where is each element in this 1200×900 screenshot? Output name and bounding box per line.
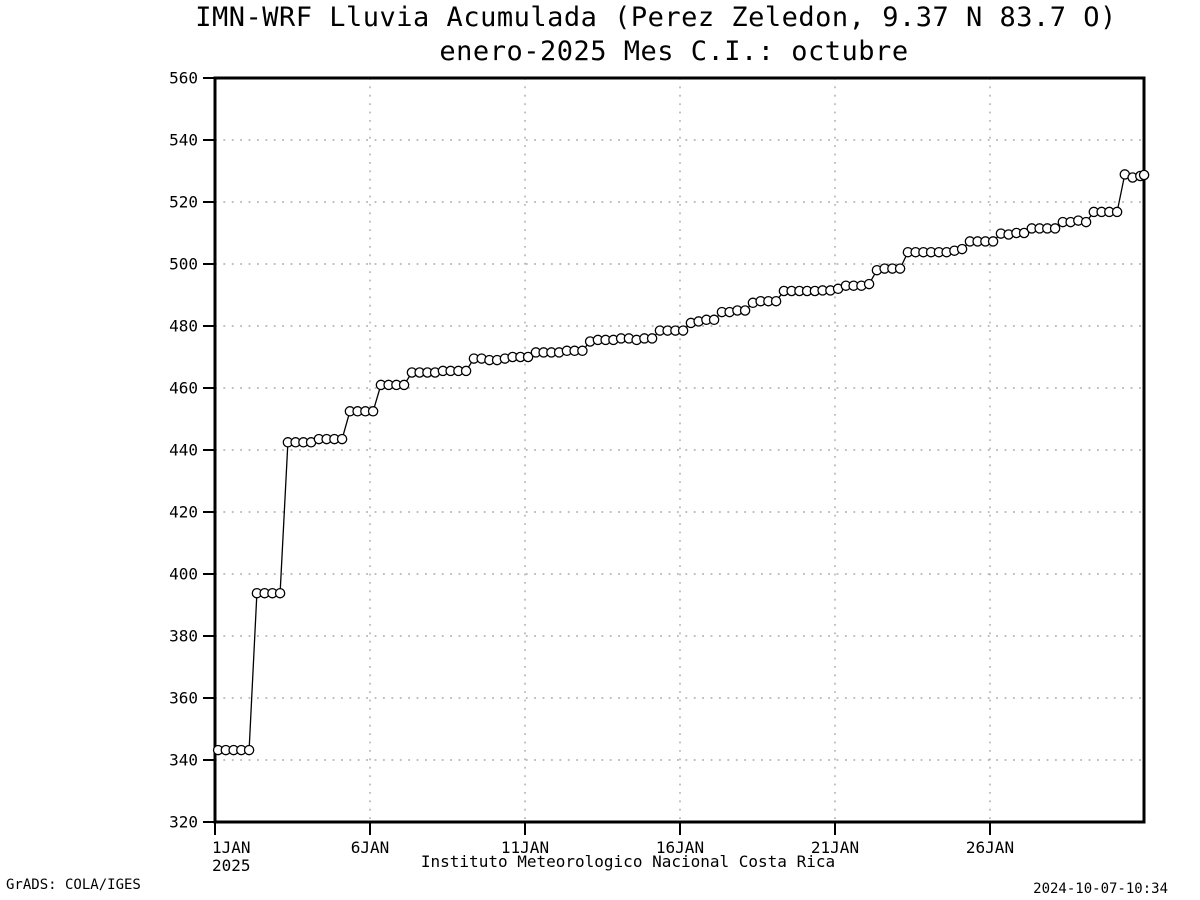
data-point <box>460 365 472 377</box>
y-tick-label: 400 <box>169 565 198 584</box>
chart-title: IMN-WRF Lluvia Acumulada (Perez Zeledon,… <box>195 2 1117 33</box>
y-tick-label: 320 <box>169 813 198 832</box>
data-point <box>1049 223 1061 234</box>
data-point <box>274 587 286 599</box>
data-point <box>1111 206 1123 218</box>
y-tick-label: 540 <box>169 131 198 150</box>
data-point <box>336 433 348 445</box>
data-point <box>522 351 534 363</box>
timestamp-label: 2024-10-07-10:34 <box>1033 881 1168 897</box>
y-tick-label: 440 <box>169 441 198 460</box>
y-tick-label: 560 <box>169 69 198 88</box>
data-point <box>1138 169 1150 181</box>
chart-subtitle: enero-2025 Mes C.I.: octubre <box>439 36 909 67</box>
x-tick-label: 21JAN <box>811 838 859 857</box>
data-point <box>739 305 751 316</box>
y-tick-label: 380 <box>169 627 198 646</box>
data-point <box>708 314 720 326</box>
grads-credit-label: GrADS: COLA/IGES <box>6 877 141 893</box>
data-point <box>367 406 379 417</box>
data-point <box>646 333 658 344</box>
data-point <box>677 325 689 336</box>
data-point <box>398 379 410 391</box>
y-tick-label: 520 <box>169 193 198 212</box>
x-tick-label: 26JAN <box>966 838 1014 857</box>
data-point <box>894 263 906 274</box>
y-tick-label: 420 <box>169 503 198 522</box>
x-axis-caption: Instituto Meteorologico Nacional Costa R… <box>420 852 836 871</box>
x-tick-label: 16JAN <box>656 838 704 857</box>
y-tick-label: 500 <box>169 255 198 274</box>
data-point <box>1018 227 1030 239</box>
x-tick-label: 1JAN <box>212 838 251 857</box>
data-point <box>956 243 968 255</box>
x-tick-label: 11JAN <box>501 838 549 857</box>
data-point <box>987 236 999 247</box>
data-point <box>1080 216 1092 228</box>
y-tick-label: 340 <box>169 751 198 770</box>
x-tick-sublabel: 2025 <box>212 856 251 875</box>
data-point <box>770 295 782 307</box>
y-tick-label: 360 <box>169 689 198 708</box>
x-tick-label: 6JAN <box>351 838 390 857</box>
y-tick-label: 480 <box>169 317 198 336</box>
data-point <box>863 278 875 290</box>
data-point <box>577 345 588 357</box>
y-tick-label: 460 <box>169 379 198 398</box>
data-point <box>243 744 255 756</box>
